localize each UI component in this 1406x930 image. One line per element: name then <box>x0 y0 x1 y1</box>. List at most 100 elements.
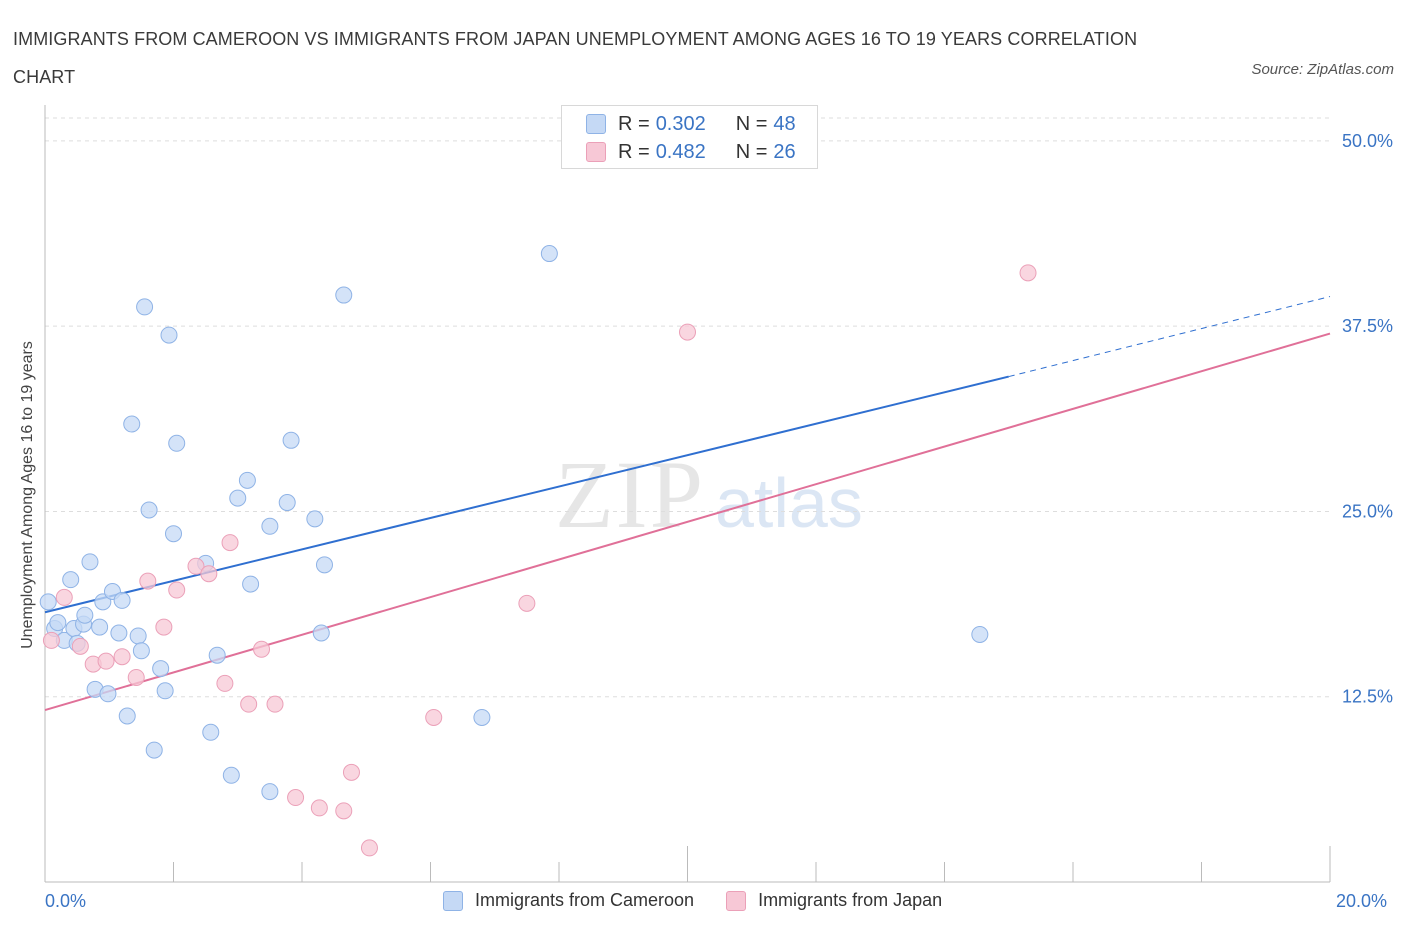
x-tick-label-min: 0.0% <box>45 891 87 911</box>
point-cameroon <box>261 517 279 535</box>
point-cameroon <box>335 286 353 304</box>
point-cameroon <box>81 553 99 571</box>
point-cameroon <box>282 431 300 449</box>
point-japan <box>360 839 378 857</box>
legend-swatch-japan <box>726 890 747 911</box>
point-cameroon <box>113 591 131 609</box>
point-cameroon <box>229 489 247 507</box>
point-japan <box>221 534 239 552</box>
point-japan <box>679 323 696 341</box>
point-japan <box>216 674 234 692</box>
legend-r-label: R = <box>618 112 650 135</box>
point-japan <box>127 668 145 686</box>
point-cameroon <box>129 627 147 645</box>
legend-item-cameroon[interactable]: Immigrants from Cameroon <box>443 890 694 911</box>
legend-n-label: N = <box>735 112 768 135</box>
point-cameroon <box>99 685 117 703</box>
point-cameroon <box>168 434 186 452</box>
legend-row-japan: R = 0.482 N = 26 <box>586 140 796 164</box>
point-japan <box>168 581 186 599</box>
point-japan <box>113 648 131 666</box>
point-cameroon <box>91 618 109 636</box>
trendline-japan <box>44 332 1331 712</box>
watermark: ZIP atlas <box>555 441 863 548</box>
point-japan <box>42 631 60 649</box>
point-japan <box>97 652 115 670</box>
point-japan <box>310 799 328 817</box>
legend-r-value: 0.482 <box>655 140 706 163</box>
point-japan <box>287 789 305 807</box>
legend-item-japan[interactable]: Immigrants from Japan <box>726 890 942 911</box>
legend-swatch-pink <box>586 142 606 162</box>
point-cameroon <box>160 326 178 344</box>
point-japan <box>71 637 89 655</box>
point-cameroon <box>132 642 150 660</box>
point-cameroon <box>39 593 57 611</box>
x-tick-label-max: 20.0% <box>1336 891 1388 911</box>
point-cameroon <box>165 525 182 543</box>
point-cameroon <box>110 624 128 642</box>
point-japan <box>342 763 360 781</box>
legend-n-label: N = <box>735 140 768 163</box>
point-japan <box>55 588 73 606</box>
watermark-atlas: atlas <box>715 464 863 542</box>
gridlines <box>45 117 1330 698</box>
point-cameroon <box>123 415 141 433</box>
point-cameroon <box>222 766 240 784</box>
point-cameroon <box>49 614 67 632</box>
legend-swatch-blue <box>586 114 606 134</box>
point-cameroon <box>971 625 989 643</box>
point-japan <box>155 618 173 636</box>
point-japan <box>518 594 536 612</box>
point-cameroon <box>94 593 112 611</box>
point-cameroon <box>76 606 94 624</box>
point-cameroon <box>306 510 324 528</box>
point-cameroon <box>540 245 558 263</box>
point-cameroon <box>136 298 154 316</box>
y-tick-label: 50.0% <box>1342 131 1393 151</box>
point-cameroon <box>261 783 279 801</box>
trendline-cameroon <box>44 375 1009 614</box>
point-cameroon <box>473 708 491 726</box>
point-cameroon <box>312 624 330 642</box>
correlation-legend: R = 0.302 N = 48 R = 0.482 N = 26 <box>561 105 818 169</box>
point-japan <box>266 695 284 713</box>
point-cameroon <box>62 571 80 589</box>
point-cameroon <box>118 707 136 725</box>
point-cameroon <box>238 471 256 489</box>
y-tick-label: 12.5% <box>1342 687 1393 707</box>
y-tick-label: 25.0% <box>1342 501 1393 521</box>
series-legend: Immigrants from Cameroon Immigrants from… <box>443 890 974 911</box>
point-cameroon <box>278 494 296 512</box>
data-points <box>39 142 1037 857</box>
point-japan <box>139 572 157 590</box>
point-cameroon <box>208 646 226 664</box>
point-japan <box>187 557 205 575</box>
axes <box>44 105 1331 883</box>
point-cameroon <box>145 741 163 759</box>
legend-r-label: R = <box>618 140 650 163</box>
watermark-zip: ZIP <box>555 441 705 548</box>
y-tick-labels: 12.5% 25.0% 37.5% 50.0% <box>1342 131 1393 707</box>
source-label: Source: ZipAtlas.com <box>1251 61 1394 78</box>
point-japan <box>200 565 218 583</box>
legend-swatch-cameroon <box>443 890 463 911</box>
legend-label-cameroon: Immigrants from Cameroon <box>475 890 695 910</box>
point-cameroon <box>152 660 170 678</box>
legend-label-japan: Immigrants from Japan <box>758 890 943 910</box>
point-japan <box>335 802 353 820</box>
legend-n-value: 48 <box>773 112 796 135</box>
chart-title: IMMIGRANTS FROM CAMEROON VS IMMIGRANTS F… <box>13 29 1138 87</box>
point-cameroon <box>315 556 333 574</box>
point-japan <box>425 708 443 726</box>
y-tick-label: 37.5% <box>1342 316 1393 336</box>
trendline-cameroon-extension <box>1008 296 1331 378</box>
point-cameroon <box>156 682 174 700</box>
point-japan <box>240 695 258 713</box>
point-japan <box>253 640 271 658</box>
legend-r-value: 0.302 <box>655 112 706 135</box>
point-japan <box>1019 264 1037 282</box>
legend-n-value: 26 <box>773 140 796 163</box>
point-cameroon <box>202 723 220 741</box>
point-cameroon <box>140 501 158 519</box>
